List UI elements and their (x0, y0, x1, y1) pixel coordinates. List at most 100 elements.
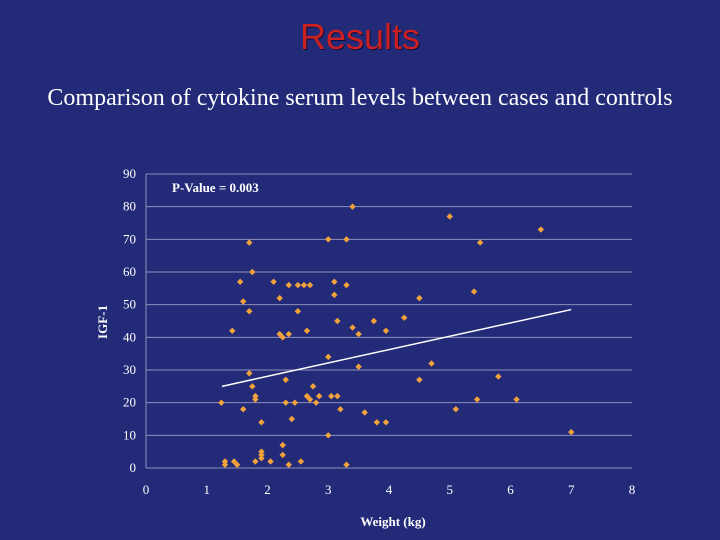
data-point (537, 226, 545, 233)
data-point (282, 376, 289, 383)
p-value-annotation: P-Value = 0.003 (172, 180, 259, 195)
data-point (233, 461, 241, 468)
data-point (495, 373, 502, 380)
data-point (236, 278, 244, 285)
data-point (249, 383, 256, 390)
data-point (355, 330, 362, 338)
data-point (513, 396, 520, 403)
slide-subtitle: Comparison of cytokine serum levels betw… (47, 85, 673, 111)
data-point (325, 236, 332, 243)
x-tick-label: 8 (629, 482, 636, 497)
data-point (270, 278, 277, 285)
data-point (446, 213, 453, 220)
data-point (343, 281, 350, 289)
data-point (416, 376, 423, 383)
y-tick-label: 0 (130, 460, 137, 475)
y-tick-label: 90 (123, 166, 136, 181)
x-axis-title: Weight (kg) (360, 514, 425, 529)
data-point (221, 461, 229, 468)
x-tick-label: 2 (264, 482, 271, 497)
data-point (291, 399, 299, 406)
data-point (476, 239, 484, 246)
axes (145, 174, 632, 469)
data-point (252, 458, 259, 465)
data-point (218, 399, 225, 406)
data-point (285, 330, 292, 338)
data-point (315, 392, 323, 400)
data-point (279, 441, 286, 449)
y-tick-label: 70 (123, 231, 136, 246)
y-tick-label: 60 (123, 264, 136, 279)
x-tick-label: 0 (143, 482, 150, 497)
data-point (294, 281, 302, 289)
data-point (370, 317, 378, 325)
data-point (252, 396, 259, 403)
x-tick-label: 4 (386, 482, 393, 497)
data-point (285, 461, 292, 468)
data-point (331, 278, 338, 285)
trendline (221, 308, 572, 388)
data-point (373, 419, 381, 426)
data-point (343, 461, 350, 468)
data-point (246, 308, 253, 315)
data-point (258, 455, 265, 462)
data-point (285, 281, 292, 289)
data-point (325, 353, 332, 361)
y-tick-label: 40 (123, 329, 136, 344)
data-point (343, 236, 350, 243)
data-point (337, 406, 344, 413)
data-point (246, 239, 253, 246)
x-tick-label: 6 (507, 482, 514, 497)
y-axis-title: IGF-1 (95, 305, 110, 339)
x-tick-label: 5 (447, 482, 454, 497)
data-point (331, 291, 338, 299)
data-point (309, 383, 317, 390)
data-point (312, 399, 320, 406)
data-point (349, 203, 356, 210)
data-point (452, 406, 460, 413)
data-point (416, 294, 423, 302)
data-point (221, 458, 229, 465)
data-point (252, 392, 259, 400)
data-point (428, 360, 435, 367)
data-point (349, 324, 356, 331)
data-point (297, 458, 305, 465)
trendline-group (221, 308, 572, 388)
data-point (303, 327, 311, 334)
data-point (240, 298, 247, 305)
data-point (276, 294, 283, 302)
data-point (279, 451, 286, 459)
y-tick-label: 50 (123, 297, 136, 312)
y-tick-label: 30 (123, 362, 136, 377)
data-point (334, 317, 341, 325)
data-point (282, 399, 289, 406)
data-point (258, 419, 265, 426)
data-point (258, 451, 265, 459)
data-point (229, 327, 236, 334)
tick-labels: 0 10 20 30 40 50 60 70 80 90 0 1 2 3 4 5 6 7 8 (123, 166, 635, 497)
data-point (246, 370, 253, 377)
data-point (288, 415, 295, 423)
data-point (325, 432, 332, 439)
data-point (294, 308, 302, 315)
x-tick-label: 1 (204, 482, 211, 497)
data-point (568, 428, 575, 436)
data-point (382, 327, 390, 334)
gridlines (146, 173, 632, 436)
data-point (300, 281, 308, 289)
y-tick-label: 10 (123, 427, 136, 442)
data-point (361, 409, 368, 416)
data-points (218, 203, 575, 468)
data-point (473, 396, 481, 403)
data-point (240, 406, 247, 413)
data-point (267, 458, 274, 465)
x-tick-label: 7 (568, 482, 575, 497)
x-tick-label: 3 (325, 482, 332, 497)
data-point (328, 392, 335, 400)
data-point (306, 281, 314, 289)
data-point (355, 363, 362, 370)
data-point (382, 419, 390, 426)
y-tick-label: 80 (123, 199, 136, 214)
data-point (306, 396, 314, 403)
y-tick-label: 20 (123, 395, 136, 410)
